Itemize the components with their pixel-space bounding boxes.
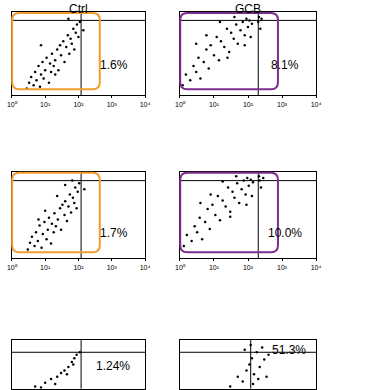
svg-text:10³: 10³ xyxy=(277,101,288,108)
svg-text:10²: 10² xyxy=(73,101,84,108)
svg-text:10⁰: 10⁰ xyxy=(7,101,18,108)
svg-text:10³: 10³ xyxy=(107,101,118,108)
svg-text:10¹: 10¹ xyxy=(209,264,220,271)
svg-text:1.6%: 1.6% xyxy=(100,58,128,72)
svg-text:10³: 10³ xyxy=(107,264,118,271)
svg-text:10⁴: 10⁴ xyxy=(140,264,151,271)
svg-text:10³: 10³ xyxy=(277,264,288,271)
svg-text:10¹: 10¹ xyxy=(40,264,51,271)
svg-text:GCB: GCB xyxy=(235,2,261,16)
svg-text:10¹: 10¹ xyxy=(209,101,220,108)
svg-text:10⁴: 10⁴ xyxy=(311,101,322,108)
svg-text:10⁴: 10⁴ xyxy=(140,101,151,108)
svg-text:Ctrl: Ctrl xyxy=(69,2,88,16)
svg-text:10.0%: 10.0% xyxy=(268,226,302,240)
svg-text:10⁰: 10⁰ xyxy=(175,101,186,108)
svg-text:51.3%: 51.3% xyxy=(272,343,306,357)
svg-text:10⁰: 10⁰ xyxy=(175,264,186,271)
svg-text:8.1%: 8.1% xyxy=(271,58,299,72)
svg-text:10²: 10² xyxy=(243,101,254,108)
svg-text:10²: 10² xyxy=(73,264,84,271)
svg-text:1.7%: 1.7% xyxy=(100,226,128,240)
svg-text:10¹: 10¹ xyxy=(40,101,51,108)
svg-text:10²: 10² xyxy=(243,264,254,271)
svg-text:1.24%: 1.24% xyxy=(96,359,130,373)
svg-text:10⁰: 10⁰ xyxy=(7,264,18,271)
svg-text:10⁴: 10⁴ xyxy=(311,264,322,271)
